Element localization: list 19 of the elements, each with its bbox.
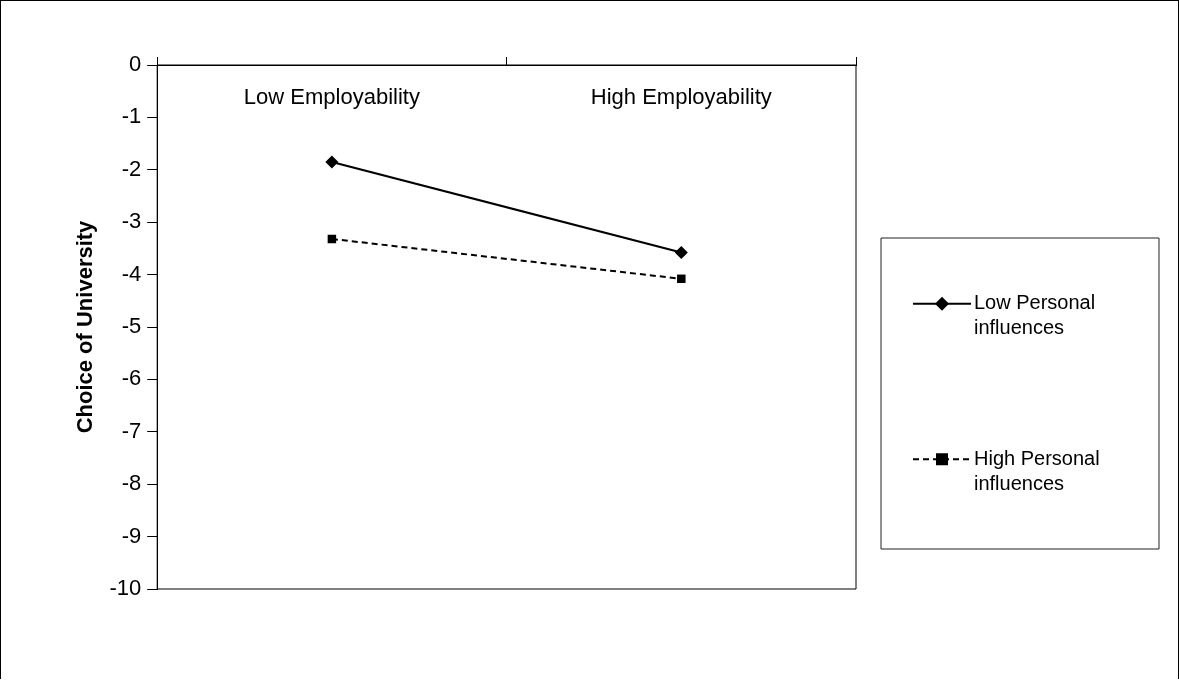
legend-label: Low Personal influences [974, 291, 1096, 339]
y-tick-label: -9 [121, 522, 142, 548]
point [674, 246, 688, 260]
y-tick-label: -6 [121, 365, 142, 391]
y-tick-label: -5 [121, 313, 142, 339]
y-tick-label: -4 [121, 260, 142, 286]
y-tick-label: -3 [121, 208, 142, 234]
legend-label: High Personal influences [974, 446, 1100, 494]
x-tick-label: Low Employability [243, 84, 420, 110]
y-tick-label: -1 [121, 103, 142, 129]
y-tick-label: 0 [128, 51, 142, 77]
y-tick-label: -7 [121, 417, 142, 443]
y-tick-label: -2 [121, 155, 142, 181]
y-tick-label: -10 [109, 575, 142, 601]
point [677, 274, 686, 284]
point [325, 155, 339, 169]
y-tick-label: -8 [121, 470, 142, 496]
y-axis-title: Choice of University [72, 219, 98, 434]
x-tick-label: High Employability [590, 84, 772, 110]
